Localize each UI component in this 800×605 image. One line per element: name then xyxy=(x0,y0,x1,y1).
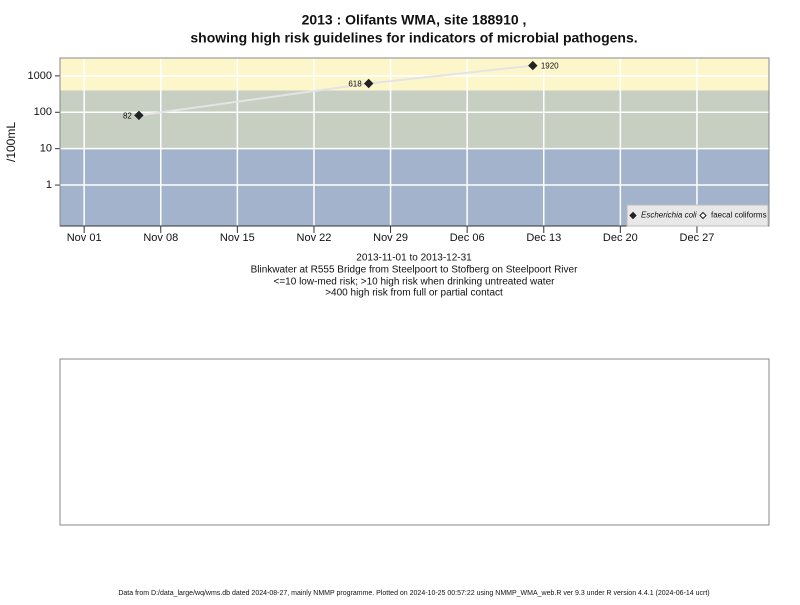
y-tick-label: 10 xyxy=(40,143,52,155)
risk-band xyxy=(60,58,769,91)
risk-band xyxy=(60,90,769,149)
subtitle: >400 high risk from full or partial cont… xyxy=(325,288,503,299)
legend-label: Escherichia coli xyxy=(641,211,697,220)
y-tick-label: 1 xyxy=(46,179,52,191)
data-point xyxy=(363,78,374,89)
chart-title: 2013 : Olifants WMA, site 188910 , xyxy=(302,12,527,28)
legend-marker xyxy=(699,211,707,220)
x-tick-label: Nov 15 xyxy=(220,232,255,244)
y-tick-label: 1000 xyxy=(28,70,52,82)
x-tick-label: Dec 06 xyxy=(450,232,485,244)
subtitle: 2013-11-01 to 2013-12-31 xyxy=(356,253,472,264)
data-point xyxy=(134,110,144,121)
y-tick-label: 100 xyxy=(34,106,52,118)
x-tick-label: Dec 13 xyxy=(526,232,561,244)
legend-box xyxy=(626,204,769,227)
legend-label: faecal coliforms xyxy=(711,211,767,220)
y-axis-label: /100mL xyxy=(4,122,18,162)
x-tick-label: Dec 27 xyxy=(680,232,715,244)
value-label: 82 xyxy=(123,112,132,121)
value-label: 618 xyxy=(348,80,362,89)
empty-panel xyxy=(59,358,770,526)
x-tick-label: Nov 29 xyxy=(373,232,408,244)
subtitle: <=10 low-med risk; >10 high risk when dr… xyxy=(274,277,556,288)
chart-title: showing high risk guidelines for indicat… xyxy=(190,30,637,46)
x-tick-label: Nov 08 xyxy=(143,232,178,244)
x-tick-label: Nov 01 xyxy=(67,232,102,244)
value-label: 1920 xyxy=(541,62,559,71)
x-tick-label: Dec 20 xyxy=(603,232,638,244)
x-tick-label: Nov 22 xyxy=(297,232,332,244)
footer: Data from D:/data_large/wq/wms.db dated … xyxy=(118,590,709,597)
legend-marker xyxy=(629,211,637,220)
data-point xyxy=(528,60,538,71)
subtitle: Blinkwater at R555 Bridge from Steelpoor… xyxy=(251,265,579,276)
